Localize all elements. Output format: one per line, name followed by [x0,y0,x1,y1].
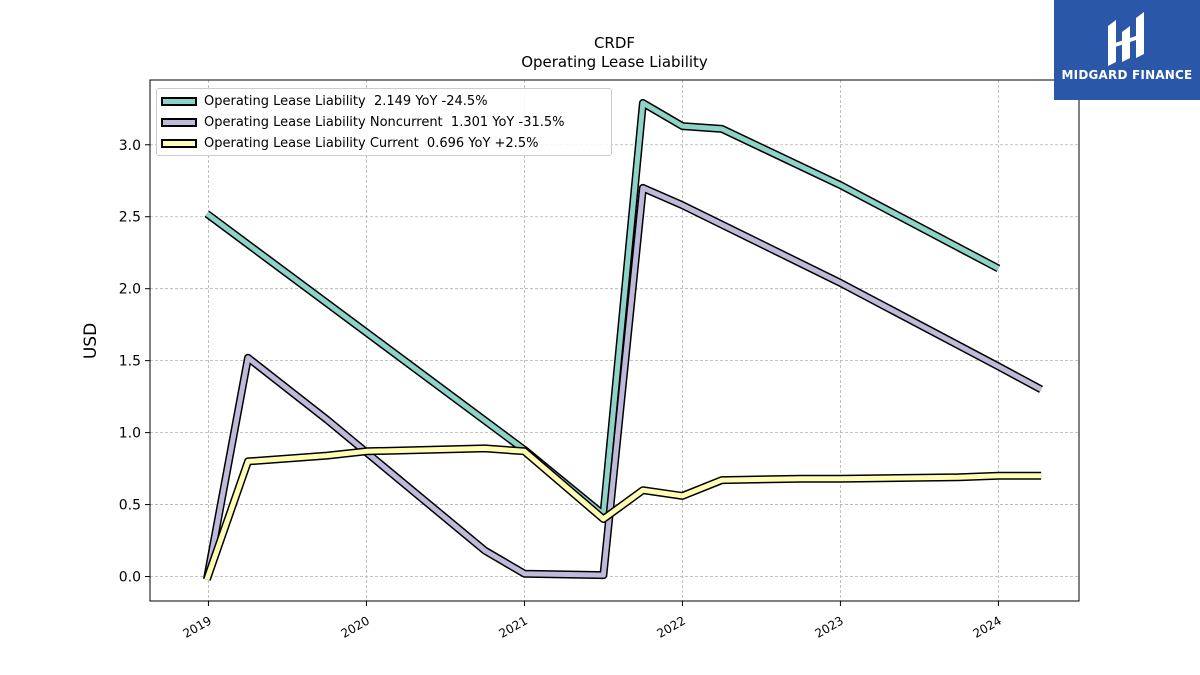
y-tick-label: 0.5 [119,498,141,514]
chart-subtitle: Operating Lease Liability [521,53,708,71]
y-tick-label: 1.5 [119,354,141,370]
y-tick-label: 1.0 [119,426,141,442]
legend-label: Operating Lease Liability Noncurrent 1.3… [204,114,565,130]
plot-frame [149,79,1080,602]
grid-lines [150,80,1079,601]
y-tick-label: 3.0 [119,138,141,154]
legend-label: Operating Lease Liability 2.149 YoY -24.… [204,93,488,109]
series-layer [202,99,1043,581]
series-line-1 [204,185,1043,580]
legend-label: Operating Lease Liability Current 0.696 … [204,135,539,151]
y-tick-label: 2.5 [119,210,141,226]
midgard-finance-logo: MIDGARD FINANCE [1054,0,1200,100]
series-outline-2 [203,444,1042,581]
legend-swatch-operating-lease-liability-noncurrent [161,117,197,127]
legend-swatch-operating-lease-liability-current [161,138,197,148]
x-tick-label: 2023 [812,613,845,640]
x-tick-label: 2024 [970,613,1003,640]
x-tick-label: 2020 [338,613,371,640]
legend-item-operating-lease-liability-current: Operating Lease Liability Current 0.696 … [161,134,538,152]
logo-text: MIDGARD FINANCE [1061,68,1193,82]
logo-mark-icon [1108,12,1144,66]
legend-swatch-operating-lease-liability [161,96,197,106]
x-tick-label: 2021 [496,613,529,640]
x-axis: 2019 2020 2021 2022 2023 2024 [181,601,1004,641]
y-axis: 0.0 0.5 1.0 1.5 2.0 2.5 3.0 [119,138,150,586]
series-line-2 [204,445,1042,581]
legend-item-operating-lease-liability: Operating Lease Liability 2.149 YoY -24.… [161,92,488,110]
legend-item-operating-lease-liability-noncurrent: Operating Lease Liability Noncurrent 1.3… [161,113,565,131]
y-tick-label: 0.0 [119,570,141,586]
y-tick-label: 2.0 [119,282,141,298]
x-tick-label: 2019 [181,613,214,640]
chart-title: CRDF [594,34,635,52]
y-axis-label: USD [81,323,101,359]
chart-legend: Operating Lease Liability 2.149 YoY -24.… [156,88,612,156]
x-tick-label: 2022 [654,613,687,640]
